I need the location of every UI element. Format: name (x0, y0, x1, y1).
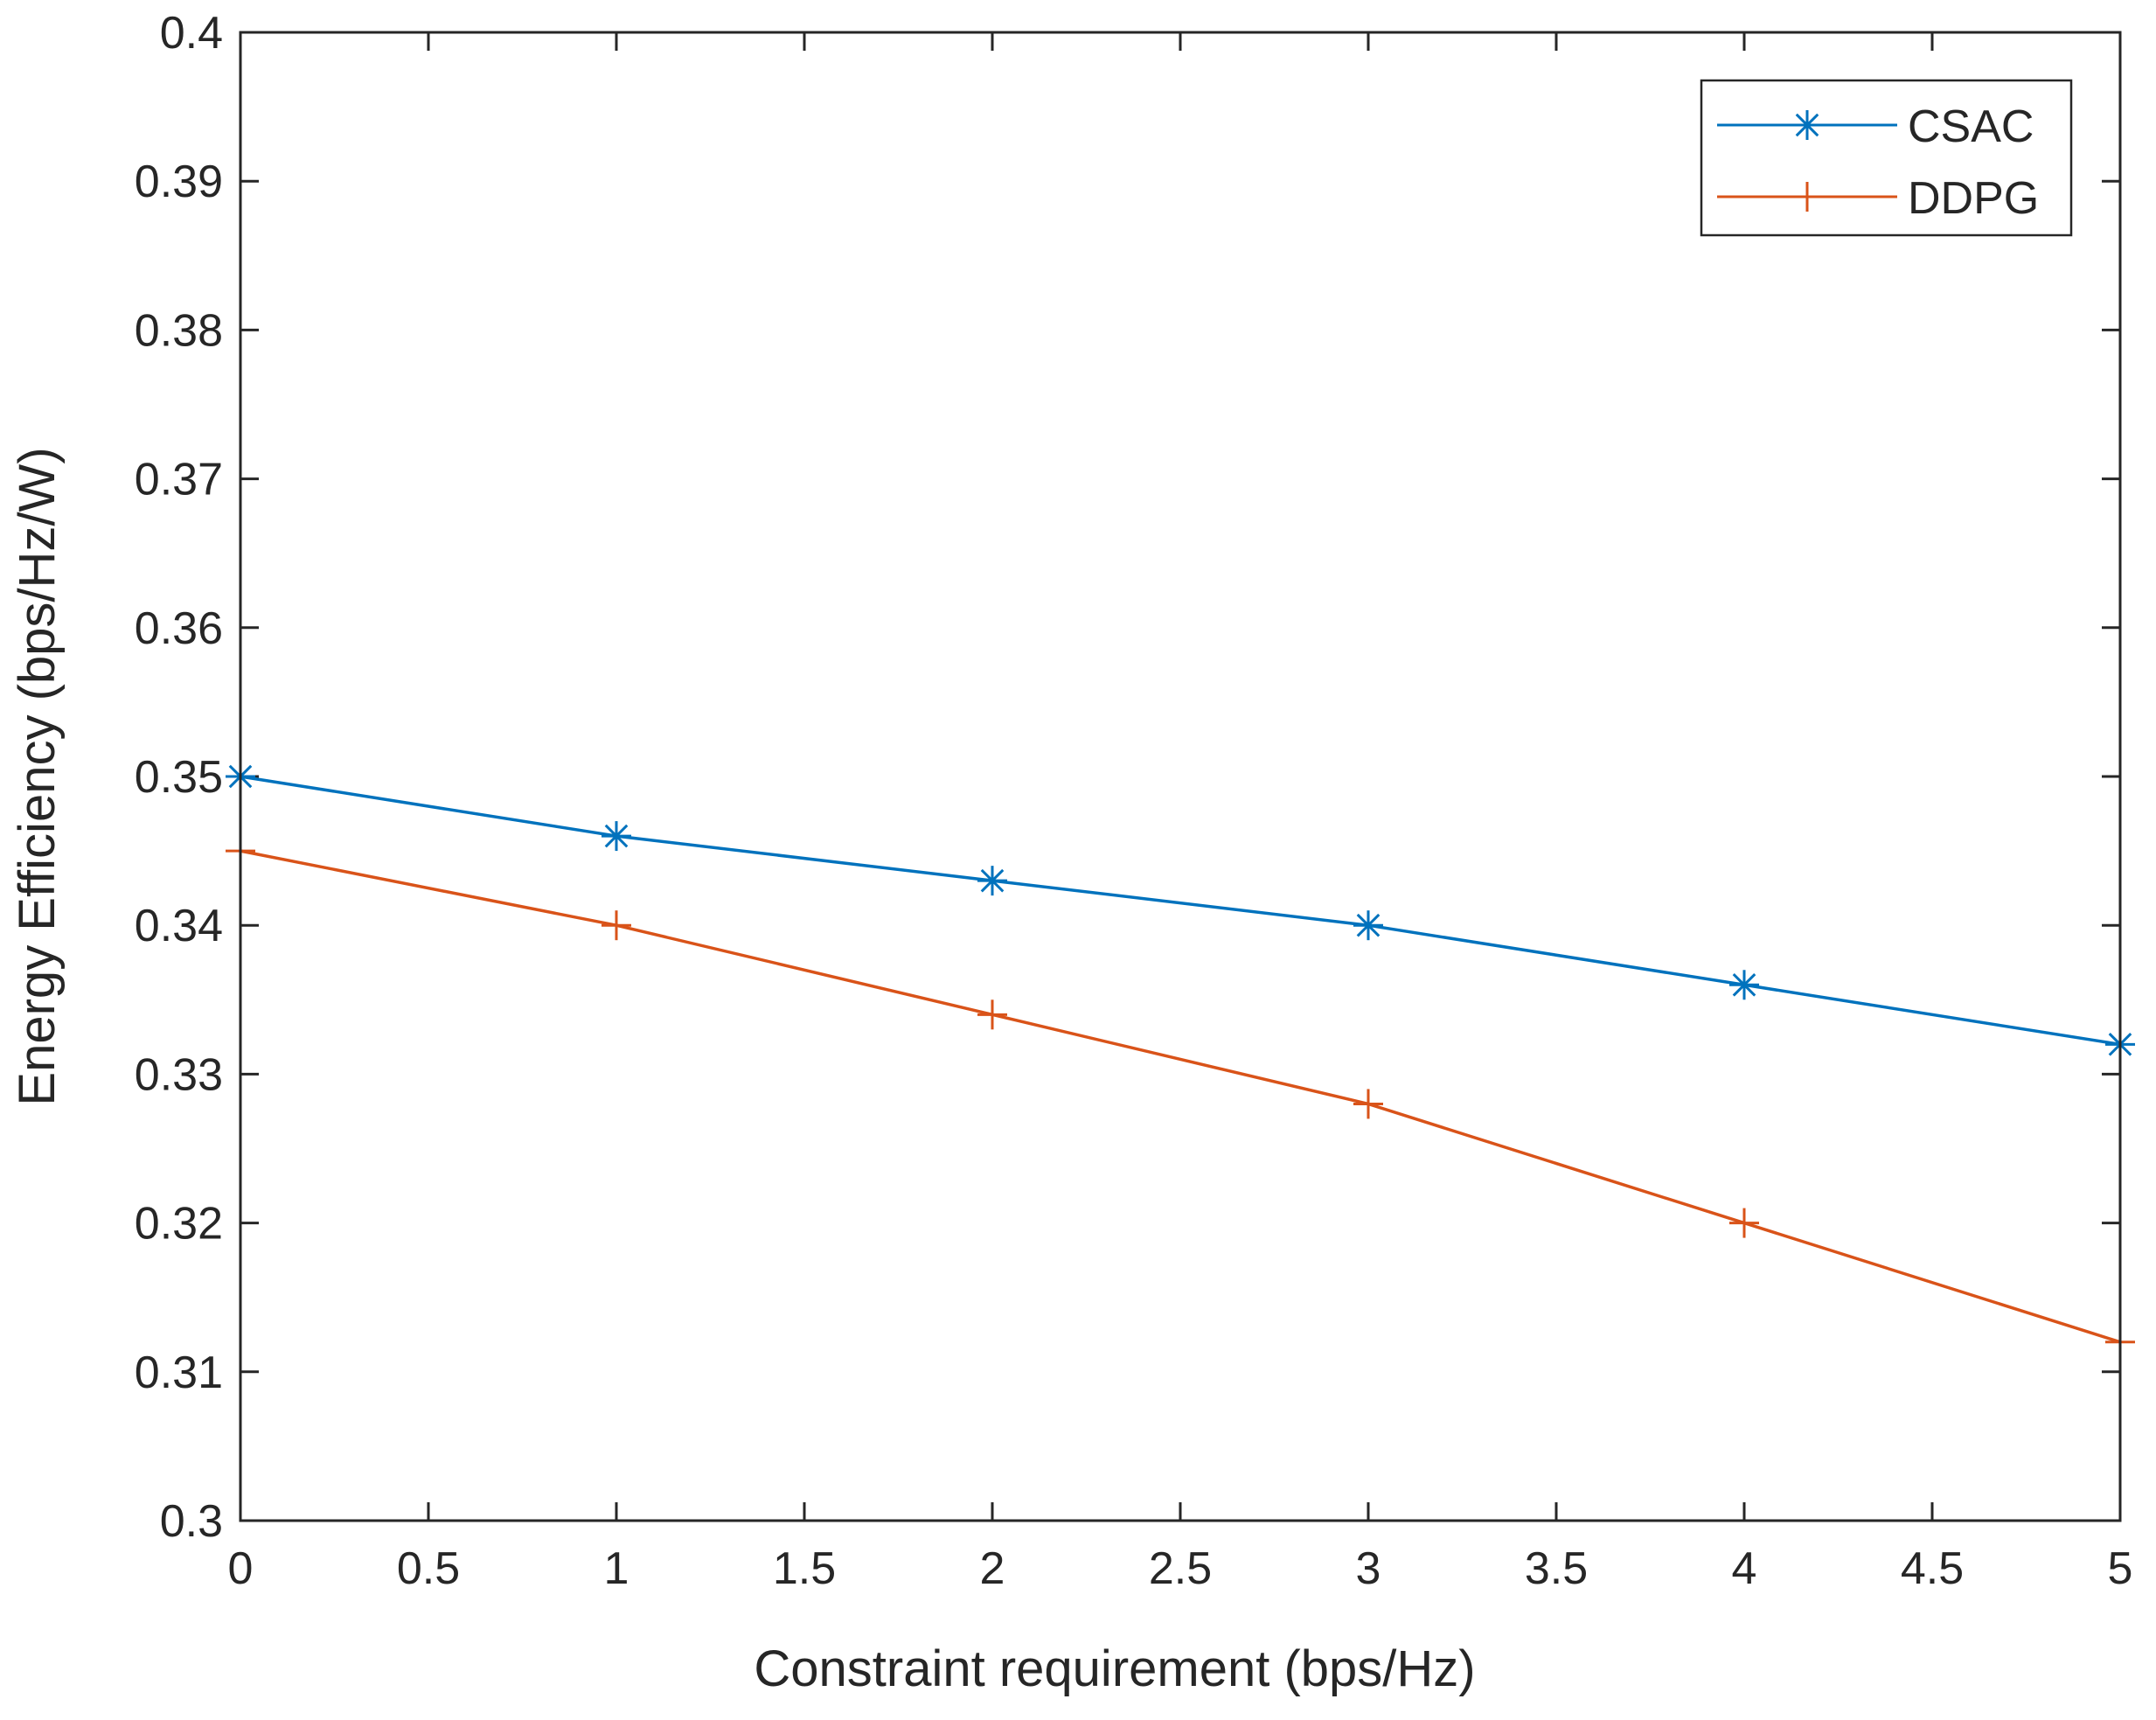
x-tick-label: 1 (604, 1543, 629, 1594)
x-tick-label: 0.5 (397, 1543, 460, 1594)
legend-marker-ddpg (1792, 182, 1822, 212)
y-tick-label: 0.36 (135, 603, 223, 654)
legend-label-ddpg: DDPG (1908, 173, 2039, 224)
y-tick-label: 0.35 (135, 752, 223, 803)
y-axis-title: Energy Efficiency (bps/Hz/W) (9, 447, 66, 1105)
plot-area (240, 32, 2120, 1521)
series-lines (240, 775, 2121, 1344)
y-tick-label: 0.38 (135, 305, 223, 356)
y-tick-label: 0.37 (135, 455, 223, 505)
x-tick-labels: 0 0.5 1 1.5 2 2.5 3 3.5 4 4.5 5 (228, 1543, 2133, 1594)
x-tick-label: 0 (228, 1543, 254, 1594)
plot-frame (239, 31, 2122, 1522)
legend-marker-csac (1792, 110, 1822, 140)
data-point-ddpg (977, 999, 1007, 1030)
y-tick-label: 0.34 (135, 901, 223, 951)
x-tick-label: 2.5 (1149, 1543, 1212, 1594)
series-line-ddpg (240, 849, 2121, 1344)
x-tick-label: 4.5 (1901, 1543, 1964, 1594)
legend-marker-csac-glyph (1792, 110, 1822, 140)
x-tick-label: 3.5 (1525, 1543, 1588, 1594)
data-point-csac (602, 821, 631, 852)
data-point-csac (1353, 910, 1383, 941)
x-tick-label: 1.5 (773, 1543, 836, 1594)
legend: CSAC DDPG (1700, 79, 2073, 237)
x-tick-label: 5 (2108, 1543, 2133, 1594)
x-tick-label: 3 (1356, 1543, 1381, 1594)
legend-marker-ddpg-glyph (1792, 182, 1822, 212)
x-tick-label: 2 (980, 1543, 1005, 1594)
legend-box (1700, 79, 2073, 237)
data-point-csac (1729, 970, 1759, 1000)
y-tick-label: 0.4 (160, 8, 223, 59)
data-point-ddpg (1729, 1208, 1759, 1238)
y-tick-label: 0.3 (160, 1496, 223, 1547)
y-tick-label: 0.32 (135, 1199, 223, 1250)
x-tick-label: 4 (1732, 1543, 1757, 1594)
series-line-csac (240, 775, 2121, 1047)
legend-label-csac: CSAC (1908, 101, 2034, 152)
y-tick-label: 0.31 (135, 1347, 223, 1398)
data-point-ddpg (1353, 1089, 1383, 1119)
y-tick-label: 0.33 (135, 1049, 223, 1100)
data-point-csac (977, 866, 1007, 896)
y-tick-label: 0.39 (135, 157, 223, 207)
y-tick-labels: 0.3 0.31 0.32 0.33 0.34 0.35 0.36 0.37 0.38 0.39 0… (135, 8, 223, 1547)
x-axis-title: Constraint requirement (bps/Hz) (754, 1640, 1475, 1697)
data-point-ddpg (602, 910, 631, 941)
